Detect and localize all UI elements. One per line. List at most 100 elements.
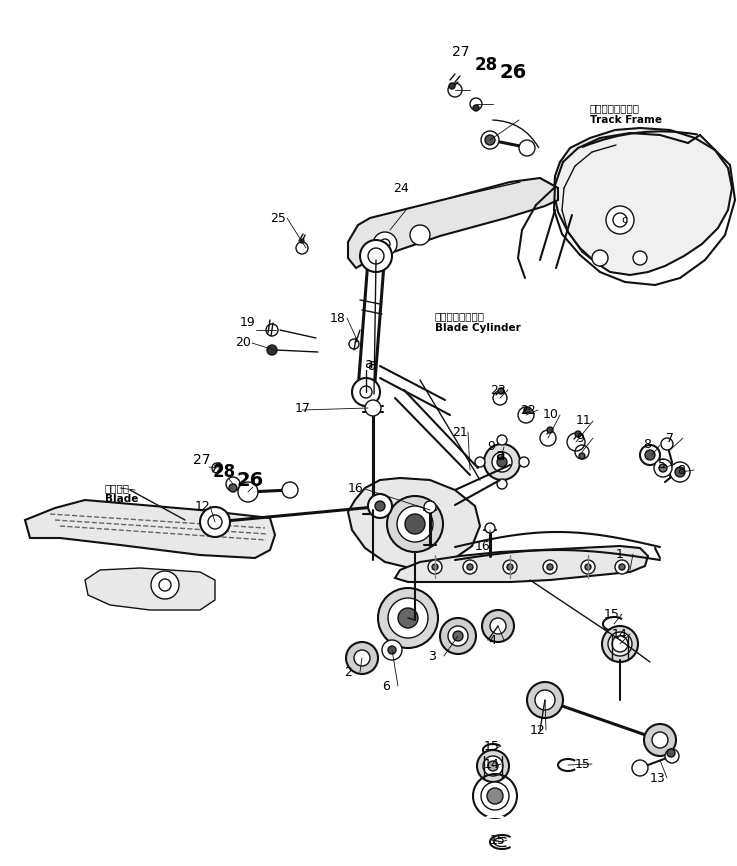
Text: 8: 8 xyxy=(677,463,685,476)
Circle shape xyxy=(497,457,507,467)
Text: Track Frame: Track Frame xyxy=(590,115,662,125)
Text: 21: 21 xyxy=(452,425,468,438)
Circle shape xyxy=(645,450,655,460)
Circle shape xyxy=(606,206,634,234)
Text: a: a xyxy=(495,449,505,463)
Text: 28: 28 xyxy=(475,56,498,74)
Circle shape xyxy=(151,571,179,599)
Text: 15: 15 xyxy=(490,833,506,846)
Circle shape xyxy=(410,225,430,245)
Circle shape xyxy=(282,482,298,498)
Text: 2: 2 xyxy=(344,665,352,678)
Text: 8: 8 xyxy=(643,438,651,451)
Text: 1: 1 xyxy=(616,547,624,560)
Circle shape xyxy=(675,467,685,477)
Circle shape xyxy=(592,250,608,266)
Circle shape xyxy=(503,560,517,574)
Circle shape xyxy=(585,564,591,570)
Text: 19: 19 xyxy=(240,315,256,328)
Circle shape xyxy=(448,626,468,646)
Text: 5: 5 xyxy=(658,457,666,470)
Circle shape xyxy=(667,749,675,757)
Circle shape xyxy=(388,598,428,638)
Text: ブレードシリンダ: ブレードシリンダ xyxy=(435,311,485,321)
Circle shape xyxy=(159,579,171,591)
Text: 24: 24 xyxy=(393,182,409,195)
Text: a: a xyxy=(363,357,372,371)
Circle shape xyxy=(497,435,507,445)
Text: 10: 10 xyxy=(543,409,559,422)
Text: 14: 14 xyxy=(484,758,500,771)
Text: c: c xyxy=(621,215,627,225)
Circle shape xyxy=(640,445,660,465)
Circle shape xyxy=(200,507,230,537)
Circle shape xyxy=(473,105,479,111)
Circle shape xyxy=(352,378,380,406)
Text: 12: 12 xyxy=(530,723,546,736)
Circle shape xyxy=(482,610,514,642)
Circle shape xyxy=(481,131,499,149)
Text: 6: 6 xyxy=(382,680,390,693)
Circle shape xyxy=(428,560,442,574)
Circle shape xyxy=(388,646,396,654)
Circle shape xyxy=(524,407,530,413)
Text: 23: 23 xyxy=(490,384,506,397)
Circle shape xyxy=(229,484,237,492)
Text: 26: 26 xyxy=(237,470,265,489)
Circle shape xyxy=(613,213,627,227)
Circle shape xyxy=(432,564,438,570)
Text: 27: 27 xyxy=(193,453,211,467)
Text: 28: 28 xyxy=(213,463,236,481)
Circle shape xyxy=(354,650,370,666)
Circle shape xyxy=(535,690,555,710)
Circle shape xyxy=(387,496,443,552)
Text: 9: 9 xyxy=(576,431,584,444)
Circle shape xyxy=(608,632,632,656)
Circle shape xyxy=(375,501,385,511)
Circle shape xyxy=(487,788,503,804)
Circle shape xyxy=(579,453,585,459)
Circle shape xyxy=(507,564,513,570)
Circle shape xyxy=(360,386,372,398)
Polygon shape xyxy=(25,500,275,558)
Text: 12: 12 xyxy=(195,500,211,513)
Circle shape xyxy=(484,444,520,480)
Circle shape xyxy=(405,514,425,534)
Circle shape xyxy=(365,400,381,416)
Circle shape xyxy=(475,457,485,467)
Circle shape xyxy=(519,457,529,467)
Polygon shape xyxy=(554,128,732,275)
Circle shape xyxy=(492,452,512,472)
Circle shape xyxy=(467,564,473,570)
Circle shape xyxy=(380,239,390,249)
Text: トラックフレーム: トラックフレーム xyxy=(590,103,640,113)
Circle shape xyxy=(481,782,509,810)
Circle shape xyxy=(267,345,277,355)
Circle shape xyxy=(397,506,433,542)
Circle shape xyxy=(238,482,258,502)
Text: 16: 16 xyxy=(348,482,364,495)
Text: 25: 25 xyxy=(270,211,286,224)
Circle shape xyxy=(208,515,222,529)
Text: 3: 3 xyxy=(428,650,436,662)
Circle shape xyxy=(543,560,557,574)
Circle shape xyxy=(483,756,503,776)
Circle shape xyxy=(368,494,392,518)
Circle shape xyxy=(644,724,676,756)
Text: 15: 15 xyxy=(575,758,591,771)
Polygon shape xyxy=(348,478,480,568)
Text: 18: 18 xyxy=(330,312,346,325)
Text: 17: 17 xyxy=(295,402,311,415)
Circle shape xyxy=(368,248,384,264)
Circle shape xyxy=(665,749,679,763)
Circle shape xyxy=(633,251,647,265)
Circle shape xyxy=(463,560,477,574)
Circle shape xyxy=(477,750,509,782)
Circle shape xyxy=(612,636,628,652)
FancyArrowPatch shape xyxy=(493,120,539,147)
Text: 13: 13 xyxy=(650,772,666,785)
Text: Blade: Blade xyxy=(105,494,139,504)
Circle shape xyxy=(581,560,595,574)
Circle shape xyxy=(619,564,625,570)
Circle shape xyxy=(398,608,418,628)
